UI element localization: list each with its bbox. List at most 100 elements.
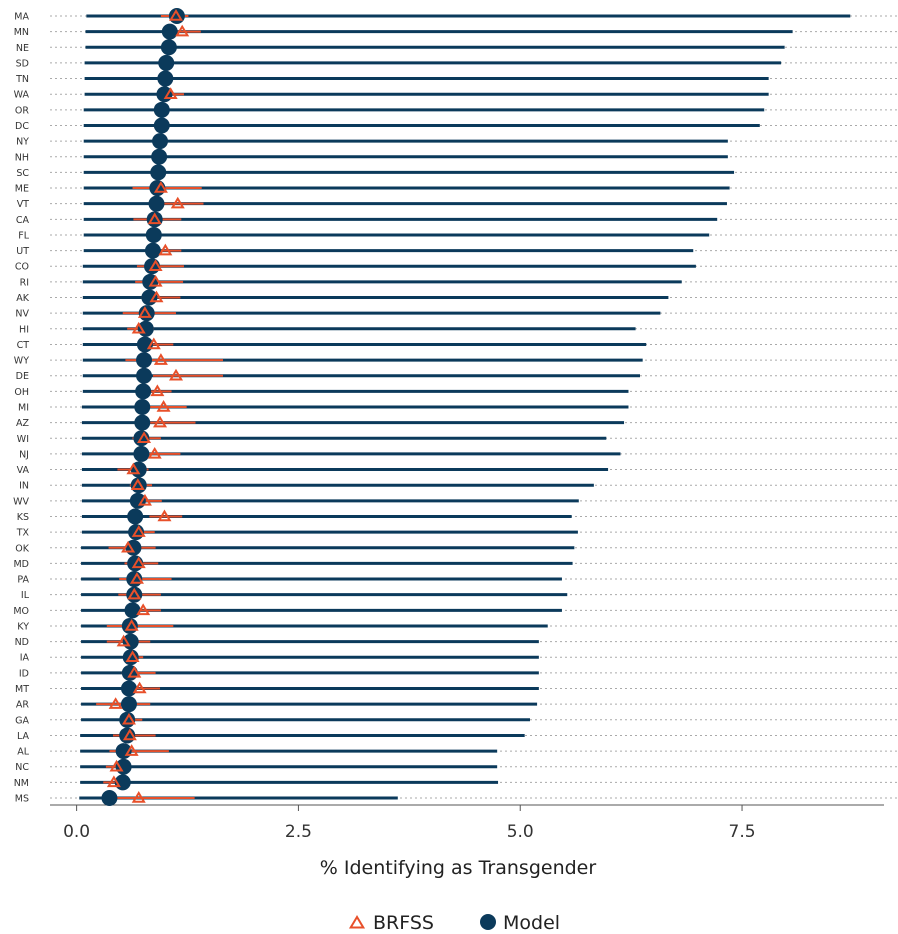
state-label-co: CO bbox=[15, 262, 29, 273]
model-point-mt bbox=[120, 680, 137, 697]
state-label-vt: VT bbox=[17, 199, 29, 210]
brfss-point-va bbox=[126, 462, 141, 475]
state-label-ct: CT bbox=[17, 340, 30, 351]
state-label-ok: OK bbox=[15, 543, 29, 554]
state-label-tn: TN bbox=[15, 74, 29, 85]
model-point-mo bbox=[124, 602, 141, 619]
model-point-ny bbox=[152, 133, 169, 150]
state-label-or: OR bbox=[15, 105, 29, 116]
model-point-hi bbox=[137, 320, 154, 337]
brfss-point-mt bbox=[132, 681, 147, 694]
model-point-ma bbox=[168, 8, 185, 24]
model-point-sd bbox=[158, 54, 175, 71]
state-label-ny: NY bbox=[16, 137, 29, 148]
state-label-hi: HI bbox=[19, 324, 29, 335]
state-label-va: VA bbox=[17, 465, 30, 476]
model-point-or bbox=[153, 101, 170, 118]
brfss-point-id bbox=[127, 665, 142, 678]
state-label-ak: AK bbox=[16, 293, 29, 304]
brfss-point-ms bbox=[131, 791, 146, 803]
model-point-de bbox=[136, 367, 153, 384]
brfss-point-hi bbox=[131, 321, 146, 334]
state-label-ia: IA bbox=[20, 653, 30, 664]
brfss-point-al bbox=[124, 744, 139, 756]
brfss-point-ut bbox=[158, 243, 173, 256]
brfss-point-nv bbox=[137, 306, 152, 318]
x-tick-labels: 0.0 2.5 5.0 7.5 bbox=[63, 805, 756, 842]
x-tick-label: 2.5 bbox=[285, 822, 312, 842]
brfss-point-co bbox=[148, 259, 163, 271]
state-label-il: IL bbox=[21, 590, 30, 601]
state-label-nv: NV bbox=[15, 309, 29, 320]
state-label-al: AL bbox=[17, 747, 29, 758]
model-point-in bbox=[130, 477, 147, 494]
state-labels: MA MN NE SD TN WA OR DC NY NH SC ME VT CA FL UT CO RI AK NV… bbox=[13, 12, 30, 805]
state-label-nc: NC bbox=[15, 762, 29, 773]
state-label-sd: SD bbox=[16, 58, 29, 69]
brfss-point-tx bbox=[131, 525, 146, 537]
model-point-mn bbox=[161, 23, 178, 40]
model-point-id bbox=[121, 664, 138, 681]
model-point-wv bbox=[129, 492, 146, 509]
brfss-point-wy bbox=[153, 353, 168, 365]
state-label-dc: DC bbox=[15, 121, 29, 132]
brfss-point-il bbox=[127, 587, 142, 600]
model-point-dc bbox=[153, 117, 170, 134]
legend-label-model: Model bbox=[503, 912, 560, 934]
state-label-nm: NM bbox=[14, 778, 29, 789]
brfss-point-de bbox=[168, 368, 184, 381]
state-label-oh: OH bbox=[14, 387, 29, 398]
brfss-point-ct bbox=[146, 337, 161, 350]
brfss-point-wi bbox=[137, 431, 152, 444]
brfss-point-ri bbox=[148, 274, 163, 287]
brfss-point-oh bbox=[150, 384, 165, 397]
state-label-wi: WI bbox=[17, 434, 29, 445]
brfss-point-ia bbox=[125, 650, 140, 662]
model-point-nj bbox=[133, 445, 150, 462]
state-label-ne: NE bbox=[16, 43, 29, 54]
state-label-tx: TX bbox=[16, 528, 30, 539]
legend-circle-icon bbox=[480, 914, 496, 930]
brfss-point-wa bbox=[163, 87, 178, 99]
x-axis-title: % Identifying as Transgender bbox=[320, 857, 597, 879]
brfss-point-ma bbox=[168, 9, 184, 21]
brfss-point-ok bbox=[121, 540, 136, 553]
brfss-point-pa bbox=[129, 572, 144, 584]
model-point-tn bbox=[157, 70, 174, 87]
model-point-ut bbox=[144, 242, 161, 259]
brfss-point-in bbox=[130, 478, 145, 490]
x-tick-label: 7.5 bbox=[729, 822, 756, 842]
state-label-ut: UT bbox=[16, 246, 29, 257]
brfss-point-nd bbox=[116, 634, 131, 647]
state-label-id: ID bbox=[19, 668, 29, 679]
brfss-point-nm bbox=[106, 775, 121, 788]
brfss-point-md bbox=[131, 556, 146, 569]
model-intervals bbox=[79, 14, 851, 800]
model-point-ak bbox=[141, 289, 158, 306]
state-label-ar: AR bbox=[16, 700, 29, 711]
model-point-ks bbox=[127, 508, 144, 525]
model-point-sc bbox=[150, 164, 167, 181]
state-label-ga: GA bbox=[15, 715, 29, 726]
brfss-point-vt bbox=[170, 196, 185, 209]
legend-triangle-icon bbox=[348, 915, 366, 929]
model-point-oh bbox=[135, 383, 152, 400]
brfss-point-nj bbox=[147, 446, 162, 459]
state-label-sc: SC bbox=[16, 168, 29, 179]
state-label-ks: KS bbox=[17, 512, 29, 523]
state-label-me: ME bbox=[15, 184, 29, 195]
brfss-point-az bbox=[153, 415, 168, 428]
model-point-wy bbox=[136, 352, 153, 369]
x-tick-label: 5.0 bbox=[507, 822, 534, 842]
state-label-de: DE bbox=[16, 371, 29, 382]
legend-label-brfss: BRFSS bbox=[373, 912, 434, 934]
state-label-la: LA bbox=[17, 731, 30, 742]
state-label-wv: WV bbox=[13, 496, 29, 507]
brfss-point-mn bbox=[175, 24, 190, 37]
legend: BRFSS Model bbox=[348, 912, 560, 934]
state-label-ca: CA bbox=[16, 215, 30, 226]
model-point-nh bbox=[151, 148, 168, 165]
state-label-fl: FL bbox=[18, 230, 29, 241]
brfss-point-ks bbox=[157, 509, 172, 522]
